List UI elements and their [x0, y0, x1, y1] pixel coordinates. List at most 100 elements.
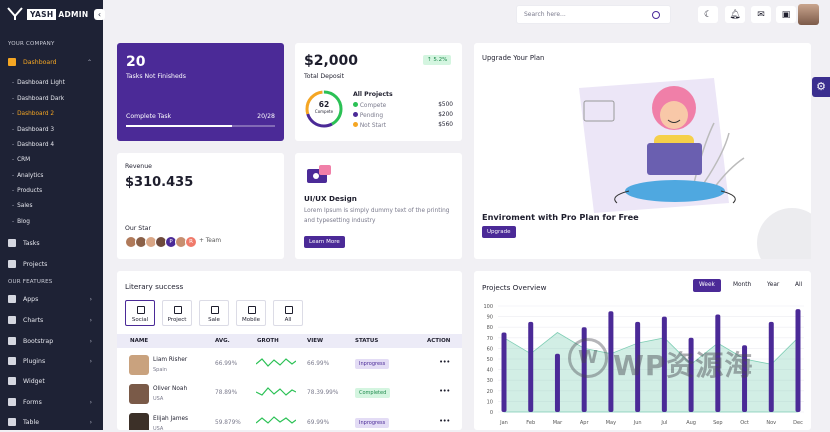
x-tick-label: Sep [713, 420, 722, 426]
bar [554, 353, 560, 412]
chevron-right-icon: › [89, 337, 92, 345]
bar [715, 314, 721, 412]
x-tick-label: Aug [686, 420, 696, 426]
tab-mobile[interactable]: Mobile [236, 300, 266, 326]
mail-icon[interactable]: ✉ [751, 6, 771, 23]
sidebar-item-label: Charts [23, 316, 44, 324]
watermark-text: WP资源海 [613, 349, 754, 382]
x-tick-label: Nov [766, 420, 776, 426]
more-actions-icon[interactable]: ••• [439, 387, 450, 395]
tab-social[interactable]: Social [125, 300, 155, 326]
y-tick-label: 30 [487, 378, 493, 384]
tab-all[interactable]: All [273, 300, 303, 326]
heart-icon [137, 306, 145, 314]
column-header: STATUS [355, 338, 379, 344]
arrow-up-icon: ↑ [427, 57, 434, 63]
sidebar-item-label: Dashboard [23, 58, 57, 66]
sidebar-item-forms[interactable]: Forms › [8, 395, 100, 409]
x-tick-label: Jul [660, 420, 667, 426]
sidebar-subitem[interactable]: Dashboard Light [12, 80, 65, 86]
literary-card: Literary success [117, 271, 462, 430]
section-label-features: OUR FEATURES [8, 279, 53, 285]
row-view: 69.99% [307, 420, 330, 426]
sidebar-item-dashboard[interactable]: Dashboard ⌃ [8, 55, 100, 69]
sidebar-subitem[interactable]: Dashboard 2 [12, 111, 54, 117]
sidebar-subitem[interactable]: CRM [12, 157, 30, 163]
progress-track [126, 125, 275, 127]
user-avatar[interactable] [798, 4, 819, 25]
sidebar-item-bootstrap[interactable]: Bootstrap › [8, 334, 100, 348]
deposit-card: $2,000 Total Deposit ↑ 5.2% 62 Compete A… [295, 43, 462, 141]
team-more-label: + Team [199, 238, 222, 244]
tab-sale[interactable]: Sale [199, 300, 229, 326]
upgrade-headline: Enviroment with Pro Plan for Free [482, 212, 639, 222]
chevron-right-icon: › [89, 357, 92, 365]
dark-mode-icon[interactable]: ☾ [698, 6, 718, 23]
row-name: Elijah James [153, 416, 189, 422]
sidebar-item-table[interactable]: Table › [8, 415, 100, 429]
tab-all[interactable]: All [795, 282, 803, 288]
home-icon [8, 58, 16, 66]
progress-value: 20/28 [257, 113, 275, 120]
settings-gear-icon[interactable]: ⚙ [812, 77, 830, 97]
column-header: AVG. [215, 338, 230, 344]
status-badge: Completed [355, 388, 391, 398]
legend-item: Pending $200 [353, 112, 453, 122]
chevron-up-icon: ⌃ [86, 58, 92, 66]
search-input[interactable]: Search here... [516, 5, 671, 24]
sidebar-item-plugins[interactable]: Plugins › [8, 354, 100, 368]
sidebar-subitem[interactable]: Dashboard 3 [12, 127, 54, 133]
sidebar-subitem[interactable]: Analytics [12, 173, 43, 179]
cart-icon[interactable]: ▣ [776, 6, 796, 23]
sidebar-item-label: Plugins [23, 357, 46, 365]
sidebar-item-projects[interactable]: Projects [8, 257, 100, 271]
collapse-sidebar-button[interactable]: ‹ [94, 9, 105, 20]
y-tick-label: 60 [487, 346, 493, 352]
status-badge: Inprogress [355, 359, 390, 369]
tab-month[interactable]: Month [733, 282, 752, 288]
tab-week[interactable]: Week [693, 279, 721, 292]
logo-icon [7, 7, 23, 20]
projects-icon [8, 260, 16, 268]
y-tick-label: 10 [487, 399, 493, 405]
team-avatar[interactable]: R [185, 236, 197, 248]
brand-logo[interactable]: YASH ADMIN [7, 7, 88, 21]
y-tick-label: 70 [487, 336, 493, 342]
sidebar-item-tasks[interactable]: Tasks [8, 236, 100, 250]
sidebar-subitem[interactable]: Products [12, 188, 42, 194]
sidebar-item-label: Forms [23, 398, 42, 406]
learn-more-button[interactable]: Learn More [304, 236, 345, 248]
sidebar-subitem[interactable]: Sales [12, 203, 32, 209]
revenue-label: Revenue [125, 163, 152, 170]
tab-year[interactable]: Year [767, 282, 780, 288]
bar [528, 321, 534, 412]
brand-name: ADMIN [58, 9, 89, 19]
bar [661, 316, 667, 412]
more-actions-icon[interactable]: ••• [439, 358, 450, 366]
legend-dot [353, 122, 358, 127]
bell-icon[interactable]: 🔔︎ [725, 6, 745, 23]
more-actions-icon[interactable]: ••• [439, 417, 450, 425]
sidebar-subitem[interactable]: Dashboard 4 [12, 142, 54, 148]
all-projects-label: All Projects [353, 91, 393, 98]
sidebar-item-charts[interactable]: Charts › [8, 313, 100, 327]
row-country: USA [153, 426, 164, 432]
upgrade-button[interactable]: Upgrade [482, 226, 516, 238]
bar [635, 321, 641, 412]
projects-overview-title: Projects Overview [482, 283, 547, 292]
chart-icon [211, 306, 219, 314]
tab-project[interactable]: Project [162, 300, 192, 326]
sidebar-subitem[interactable]: Dashboard Dark [12, 96, 64, 102]
row-view: 78.39.99% [307, 390, 339, 396]
y-tick-label: 50 [487, 357, 493, 363]
sidebar-item-widget[interactable]: Widget [8, 374, 100, 388]
table-header [117, 334, 462, 348]
sidebar-subitem[interactable]: Blog [12, 219, 30, 225]
brand-box: YASH [27, 8, 57, 20]
growth-sparkline [256, 387, 296, 396]
legend-item: Not Start $560 [353, 122, 453, 132]
bar [501, 332, 507, 412]
search-icon[interactable] [652, 11, 660, 19]
sidebar-item-apps[interactable]: Apps › [8, 292, 100, 306]
avatar [129, 355, 149, 375]
